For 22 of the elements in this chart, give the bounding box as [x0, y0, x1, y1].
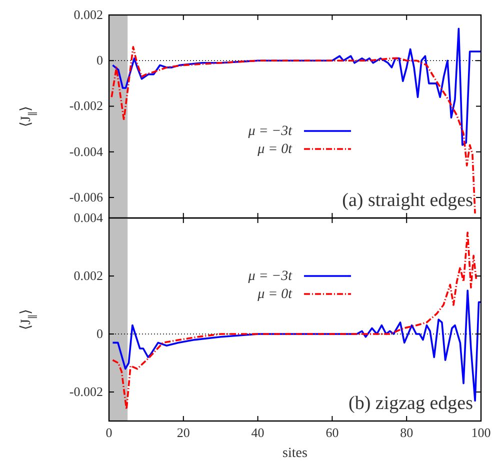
legend-label: μ = −3t [247, 269, 294, 284]
y-tick-label: -0.002 [69, 384, 103, 399]
x-tick-label: 80 [400, 425, 414, 440]
y-tick-label: 0.002 [74, 268, 103, 283]
x-axis-title: sites [282, 446, 308, 461]
y-tick-label: -0.004 [69, 144, 104, 159]
y-tick-label: 0 [96, 52, 103, 68]
y-tick-label: 0.002 [74, 7, 103, 22]
legend-label: μ = 0t [256, 142, 294, 157]
x-tick-label: 40 [251, 425, 264, 440]
y-tick-label: -0.006 [69, 189, 104, 204]
legend-label: μ = −3t [247, 124, 294, 139]
legend-label: μ = 0t [256, 287, 294, 302]
line-series [110, 46, 476, 214]
y-tick-label: -0.002 [69, 98, 103, 114]
y-tick-label: 0 [96, 326, 103, 341]
x-tick-label: 20 [176, 425, 190, 440]
y-tick-label: 0.004 [74, 210, 104, 225]
annotation: (b) zigzag edges [348, 393, 473, 414]
annotation: (a) straight edges [342, 190, 473, 211]
x-tick-label: 60 [326, 425, 339, 440]
x-tick-label: 100 [471, 425, 491, 440]
